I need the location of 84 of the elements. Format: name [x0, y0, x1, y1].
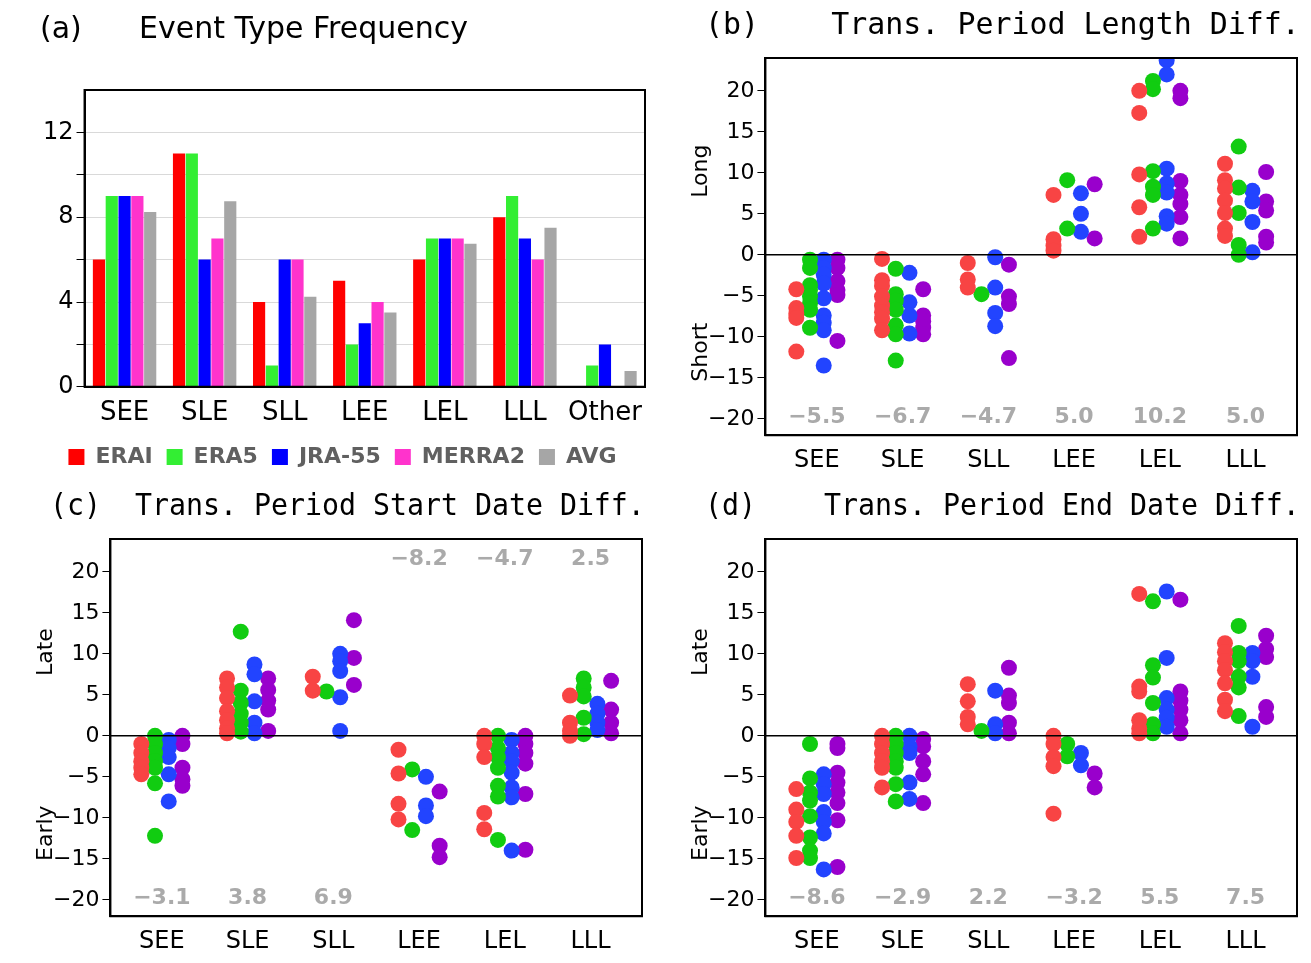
- y-tick-label: −5: [721, 762, 755, 788]
- y-tick-label: 10: [71, 639, 100, 665]
- annotation: 2.2: [968, 883, 1008, 909]
- y-tick-label: −15: [707, 363, 755, 389]
- x-tick-label: Other: [568, 396, 643, 427]
- x-tick-label: LEE: [341, 396, 389, 427]
- annotation: −3.2: [1045, 883, 1103, 909]
- legend-label: MERRA2: [421, 442, 525, 468]
- annotation: −4.7: [476, 544, 534, 570]
- x-tick-label: LEL: [1138, 925, 1182, 954]
- annotation: −8.6: [788, 883, 846, 909]
- y-tick-label: −20: [707, 885, 755, 911]
- y-tick-label: 4: [58, 286, 74, 315]
- x-tick-label: LLL: [1225, 444, 1267, 473]
- chart-title: (b) Trans. Period Length Diff.: [705, 5, 1300, 41]
- y-tick-label: 0: [58, 371, 74, 400]
- annotation: 5.5: [1140, 883, 1180, 909]
- y-tick-label: −15: [52, 844, 100, 870]
- y-tick-label: 0: [85, 721, 100, 747]
- y-tick-label: 15: [726, 598, 755, 624]
- y-tick-label: 0: [740, 240, 755, 266]
- y-tick-label: 5: [85, 680, 100, 706]
- x-tick-label: LEL: [422, 396, 469, 427]
- x-tick-label: SLL: [261, 396, 308, 427]
- text: Late: [32, 628, 58, 677]
- annotation: −2.9: [873, 883, 932, 909]
- x-tick-label: LEE: [397, 925, 441, 954]
- y-tick-label: −20: [52, 885, 100, 911]
- annotation: −4.7: [959, 402, 1018, 428]
- annotation: −5.5: [788, 402, 846, 428]
- y-tick-label: 5: [740, 680, 755, 706]
- y-tick-label: 20: [726, 76, 755, 102]
- legend-label: ERAI: [95, 442, 153, 468]
- x-tick-label: LLL: [570, 925, 612, 954]
- x-tick-label: LEL: [1138, 444, 1182, 473]
- x-tick-label: LLL: [1225, 925, 1267, 954]
- x-tick-label: SEE: [139, 925, 185, 954]
- y-tick-label: 0: [740, 721, 755, 747]
- y-tick-label: 15: [71, 598, 100, 624]
- annotation: 5.0: [1226, 402, 1266, 428]
- y-tick-label: −10: [707, 322, 755, 348]
- x-tick-label: LEE: [1052, 925, 1096, 954]
- y-tick-label: 10: [726, 639, 755, 665]
- annotation: 10.2: [1132, 402, 1187, 428]
- chart-title: (a) Event Type Frequency: [40, 9, 468, 45]
- x-tick-label: SEE: [794, 925, 840, 954]
- text: Late: [687, 628, 713, 677]
- legend-label: AVG: [565, 442, 617, 468]
- annotation: 5.0: [1054, 402, 1094, 428]
- x-tick-label: SLE: [880, 925, 925, 954]
- x-tick-label: SEE: [99, 396, 150, 427]
- y-tick-label: 20: [71, 557, 100, 583]
- x-tick-label: SLE: [225, 925, 270, 954]
- legend-label: ERA5: [193, 442, 258, 468]
- y-tick-label: −5: [721, 281, 755, 307]
- x-tick-label: SLL: [312, 925, 355, 954]
- x-tick-label: SLE: [880, 444, 925, 473]
- x-tick-label: SLL: [967, 925, 1010, 954]
- annotation: 2.5: [571, 544, 611, 570]
- annotation: 3.8: [228, 883, 268, 909]
- x-tick-label: SLL: [967, 444, 1010, 473]
- y-tick-label: 15: [726, 117, 755, 143]
- x-tick-label: SLE: [180, 396, 229, 427]
- x-tick-label: LEE: [1052, 444, 1096, 473]
- x-tick-label: SEE: [794, 444, 840, 473]
- x-tick-label: LEL: [483, 925, 527, 954]
- chart-title: (c) Trans. Period Start Date Diff.: [50, 486, 645, 523]
- y-tick-label: 5: [740, 199, 755, 225]
- annotation: −6.7: [873, 402, 932, 428]
- y-tick-label: 12: [42, 116, 74, 145]
- y-tick-label: 20: [726, 557, 755, 583]
- x-tick-label: LLL: [503, 396, 548, 427]
- annotation: 6.9: [313, 883, 353, 909]
- text: Long: [687, 144, 713, 198]
- annotation: 7.5: [1226, 883, 1266, 909]
- y-tick-label: 8: [58, 201, 74, 230]
- annotation: −8.2: [390, 544, 448, 570]
- y-tick-label: 10: [726, 158, 755, 184]
- annotation: −3.1: [133, 883, 191, 909]
- legend-label: JRA-55: [296, 442, 381, 468]
- y-tick-label: −5: [66, 762, 100, 788]
- y-tick-label: −15: [707, 844, 755, 870]
- y-tick-label: −20: [707, 404, 755, 430]
- chart-title: (d) Trans. Period End Date Diff.: [705, 486, 1300, 523]
